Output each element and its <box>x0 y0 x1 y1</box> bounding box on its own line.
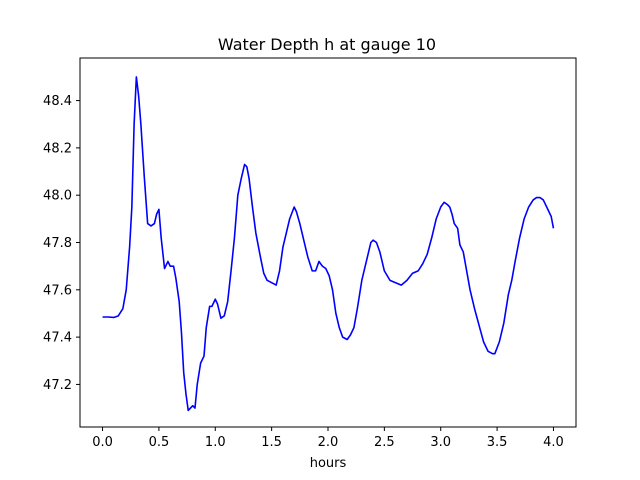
x-tick-label: 3.0 <box>430 435 451 450</box>
y-tick-label: 48.4 <box>43 94 72 109</box>
x-axis-label: hours <box>310 456 347 471</box>
x-tick-label: 0.5 <box>149 435 170 450</box>
x-axis: 0.0 0.5 1.0 1.5 2.0 2.5 3.0 3.5 4.0 <box>92 427 564 450</box>
y-tick-label: 47.8 <box>43 236 72 251</box>
y-tick-label: 48.0 <box>43 189 72 204</box>
x-tick-label: 3.5 <box>487 435 508 450</box>
x-tick-label: 4.0 <box>543 435 564 450</box>
x-tick-label: 2.0 <box>318 435 339 450</box>
chart-title: Water Depth h at gauge 10 <box>218 35 436 54</box>
y-tick-label: 47.6 <box>43 283 72 298</box>
x-tick-label: 2.5 <box>374 435 395 450</box>
axes-frame <box>79 57 577 428</box>
series-line-0 <box>102 76 555 412</box>
y-tick-label: 47.4 <box>43 331 72 346</box>
y-tick-label: 47.2 <box>43 378 72 393</box>
x-tick-label: 1.5 <box>261 435 282 450</box>
x-tick-label: 1.0 <box>205 435 226 450</box>
plot-area <box>102 76 555 412</box>
x-tick-label: 0.0 <box>92 435 113 450</box>
y-tick-label: 48.2 <box>43 141 72 156</box>
y-axis: 47.2 47.4 47.6 47.8 48.0 48.2 48.4 <box>43 94 80 393</box>
